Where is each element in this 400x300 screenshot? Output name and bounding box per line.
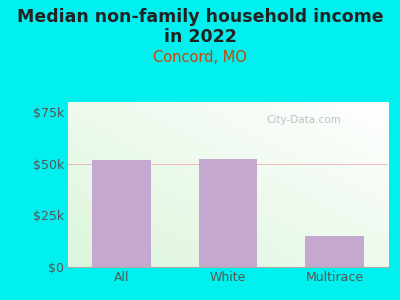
- Text: in 2022: in 2022: [164, 28, 236, 46]
- Bar: [305, 236, 364, 267]
- Text: City-Data.com: City-Data.com: [266, 115, 341, 125]
- Text: Concord, MO: Concord, MO: [153, 50, 247, 64]
- Bar: [92, 160, 151, 267]
- Text: Median non-family household income: Median non-family household income: [17, 8, 383, 26]
- Bar: [199, 159, 257, 267]
